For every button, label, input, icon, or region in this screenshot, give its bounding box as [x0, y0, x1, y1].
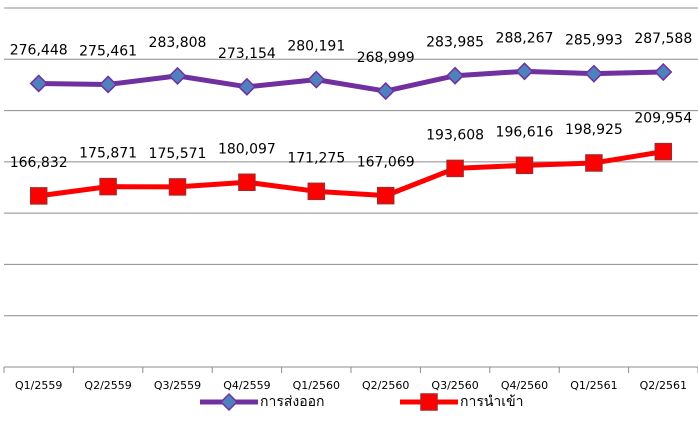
- data-label: 193,608: [426, 127, 484, 143]
- data-point: [307, 182, 326, 201]
- data-point: [99, 75, 118, 94]
- x-tick-label: Q2/2560: [362, 379, 409, 392]
- legend-label: การนำเข้า: [460, 394, 524, 410]
- data-label: 198,925: [565, 122, 623, 138]
- x-tick-label: Q3/2560: [431, 379, 478, 392]
- data-label: 283,985: [426, 35, 484, 51]
- data-label: 175,571: [149, 146, 207, 162]
- data-label: 167,069: [357, 155, 415, 171]
- data-label: 166,832: [10, 155, 68, 171]
- legend-marker: [219, 392, 239, 412]
- data-point: [376, 186, 395, 205]
- data-label: 196,616: [496, 124, 554, 140]
- x-tick-label: Q1/2561: [570, 379, 617, 392]
- legend-label: การส่งออก: [260, 394, 325, 410]
- data-point: [99, 177, 117, 196]
- legend-marker: [420, 393, 438, 411]
- data-point: [238, 173, 256, 192]
- data-point: [654, 142, 673, 161]
- data-point: [29, 187, 48, 205]
- series-line: [38, 149, 664, 199]
- data-point: [515, 156, 534, 175]
- data-label: 268,999: [357, 50, 415, 66]
- data-label: 275,461: [79, 43, 137, 59]
- x-tick-label: Q1/2560: [293, 379, 340, 392]
- data-point: [237, 77, 256, 96]
- data-label: 280,191: [287, 39, 345, 55]
- data-label: 276,448: [10, 42, 68, 58]
- data-point: [446, 159, 464, 178]
- data-label: 175,871: [79, 146, 137, 162]
- data-point: [307, 70, 326, 89]
- data-label: 273,154: [218, 46, 276, 62]
- data-point: [446, 66, 465, 85]
- data-point: [584, 64, 603, 83]
- data-point: [29, 74, 48, 93]
- data-point: [376, 82, 395, 101]
- data-label: 287,588: [634, 31, 692, 47]
- data-label: 283,808: [149, 35, 207, 51]
- data-point: [168, 66, 187, 85]
- data-label: 180,097: [218, 141, 276, 157]
- data-label: 288,267: [496, 30, 554, 46]
- data-label: 171,275: [287, 150, 345, 166]
- data-point: [168, 178, 187, 196]
- data-label: 209,954: [634, 111, 692, 127]
- x-tick-label: Q1/2559: [15, 379, 62, 392]
- x-tick-label: Q3/2559: [154, 379, 201, 392]
- data-point: [515, 62, 534, 81]
- series-line: [38, 68, 664, 94]
- x-tick-label: Q4/2559: [223, 379, 270, 392]
- x-tick-label: Q2/2559: [84, 379, 131, 392]
- x-tick-label: Q2/2561: [640, 379, 687, 392]
- x-tick-label: Q4/2560: [501, 379, 548, 392]
- data-label: 285,993: [565, 33, 623, 49]
- data-point: [585, 154, 603, 172]
- data-point: [654, 62, 673, 82]
